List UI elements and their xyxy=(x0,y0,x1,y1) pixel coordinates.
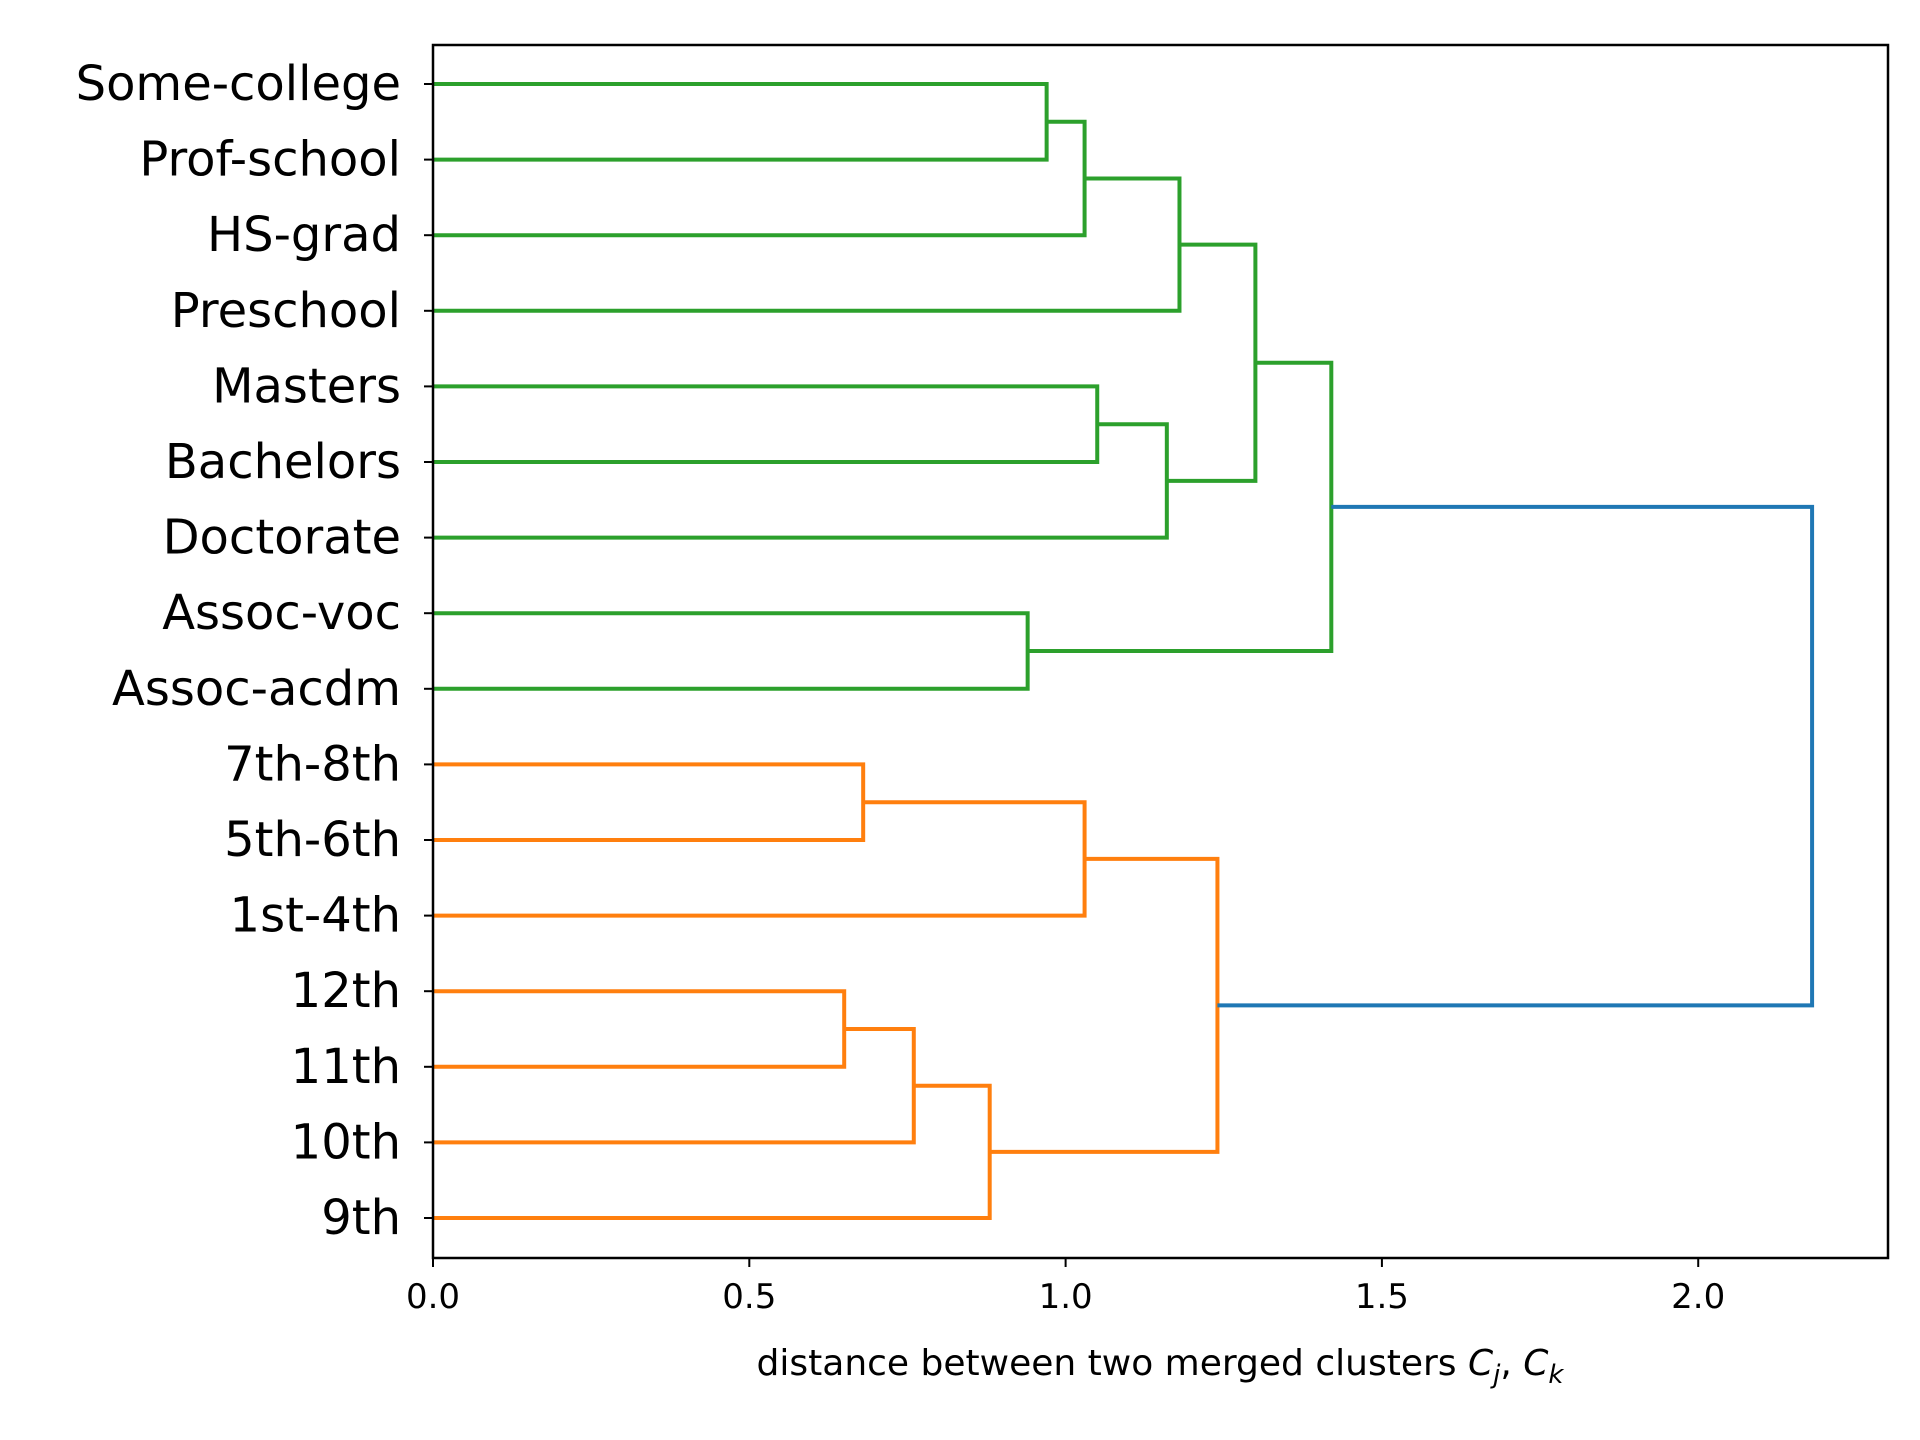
leaf-label: Assoc-acdm xyxy=(112,661,401,717)
dendrogram-link-5 xyxy=(1166,242,1258,483)
leaf-labels: Some-college Prof-school HS-grad Preschool M… xyxy=(76,56,433,1246)
dendrogram-link-1 xyxy=(433,119,1087,238)
dendrogram-link-4 xyxy=(433,422,1169,540)
x-axis-label-sub-k: k xyxy=(1548,1360,1564,1390)
x-tick-label: 0.0 xyxy=(406,1277,460,1317)
x-tick-label: 2.0 xyxy=(1671,1277,1725,1317)
dendrogram-link-8 xyxy=(433,762,866,842)
plot-frame xyxy=(431,43,1890,1260)
leaf-label: 11th xyxy=(291,1039,401,1095)
x-axis-label-text: distance between two merged clusters xyxy=(757,1343,1468,1384)
leaf-label: Preschool xyxy=(171,283,401,339)
leaf-label: Masters xyxy=(212,358,401,414)
x-axis-label-symbol-k: C xyxy=(1523,1343,1549,1384)
x-axis-label: distance between two merged clusters Cj,… xyxy=(757,1343,1565,1390)
dendrogram-link-14 xyxy=(1217,504,1815,1008)
dendrogram-link-11 xyxy=(433,1027,916,1145)
leaf-label: 10th xyxy=(291,1114,401,1170)
dendrogram-links xyxy=(433,82,1815,1220)
leaf-label: Bachelors xyxy=(165,434,401,490)
dendrogram-link-7 xyxy=(1027,360,1334,653)
x-tick-label: 1.0 xyxy=(1039,1277,1093,1317)
dendrogram-link-13 xyxy=(989,856,1220,1154)
leaf-label: Doctorate xyxy=(163,510,401,566)
leaf-label: Some-college xyxy=(76,56,401,112)
leaf-label: 12th xyxy=(291,963,401,1019)
leaf-label: 1st-4th xyxy=(230,888,401,944)
leaf-label: 7th-8th xyxy=(224,736,401,792)
dendrogram-link-10 xyxy=(433,989,847,1069)
x-axis-label-separator: , xyxy=(1500,1343,1523,1384)
leaf-label: 5th-6th xyxy=(224,812,401,868)
leaf-label: HS-grad xyxy=(207,207,401,263)
dendrogram-link-12 xyxy=(433,1083,992,1220)
leaf-label: Prof-school xyxy=(139,132,401,188)
x-tick-label: 1.5 xyxy=(1355,1277,1409,1317)
dendrogram-link-0 xyxy=(433,82,1049,162)
x-axis-label-sub-j: j xyxy=(1490,1360,1501,1390)
leaf-label: 9th xyxy=(321,1190,401,1246)
dendrogram-link-3 xyxy=(433,384,1100,464)
leaf-label: Assoc-voc xyxy=(162,585,401,641)
x-axis-label-symbol-j: C xyxy=(1468,1343,1494,1384)
dendrogram-link-9 xyxy=(433,800,1087,918)
x-axis-ticks: 0.0 0.5 1.0 1.5 2.0 xyxy=(406,1258,1725,1317)
dendrogram-link-2 xyxy=(433,176,1182,313)
x-tick-label: 0.5 xyxy=(722,1277,776,1317)
dendrogram-link-6 xyxy=(433,611,1030,691)
